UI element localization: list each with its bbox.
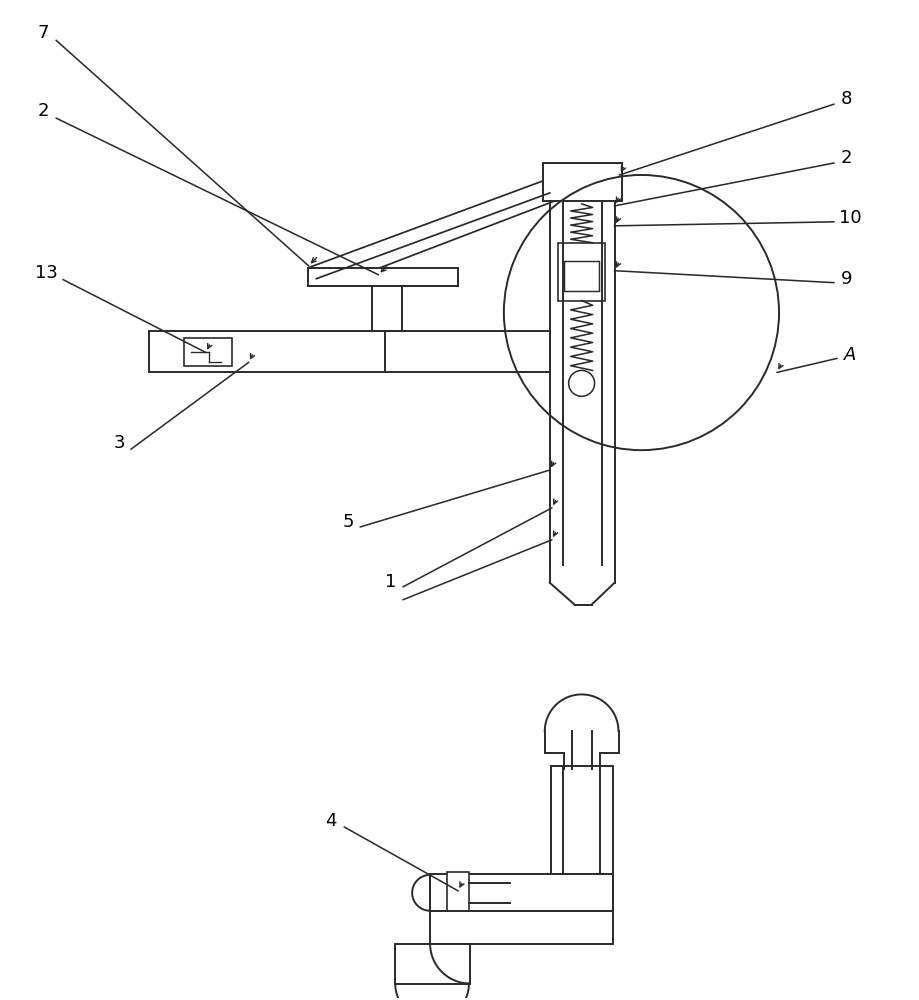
Text: 5: 5 bbox=[343, 513, 354, 531]
Text: 9: 9 bbox=[841, 270, 853, 288]
Text: 2: 2 bbox=[38, 102, 49, 120]
Bar bbox=[550, 766, 613, 874]
Text: 3: 3 bbox=[113, 434, 125, 452]
Text: 10: 10 bbox=[838, 209, 861, 227]
Bar bbox=[149, 331, 550, 372]
Text: 7: 7 bbox=[38, 24, 49, 42]
Bar bbox=[558, 243, 605, 301]
Text: A: A bbox=[844, 346, 856, 364]
Text: 2: 2 bbox=[841, 149, 853, 167]
Bar bbox=[543, 163, 621, 201]
Bar bbox=[430, 911, 613, 944]
Bar bbox=[309, 268, 458, 286]
Bar bbox=[395, 944, 470, 984]
Bar bbox=[447, 872, 469, 913]
Text: 1: 1 bbox=[384, 573, 396, 591]
Bar bbox=[372, 286, 403, 331]
Text: 8: 8 bbox=[841, 90, 853, 108]
Bar bbox=[563, 261, 598, 291]
Text: 13: 13 bbox=[35, 264, 58, 282]
Text: 4: 4 bbox=[324, 812, 336, 830]
Bar bbox=[430, 874, 613, 911]
Bar bbox=[184, 338, 232, 366]
